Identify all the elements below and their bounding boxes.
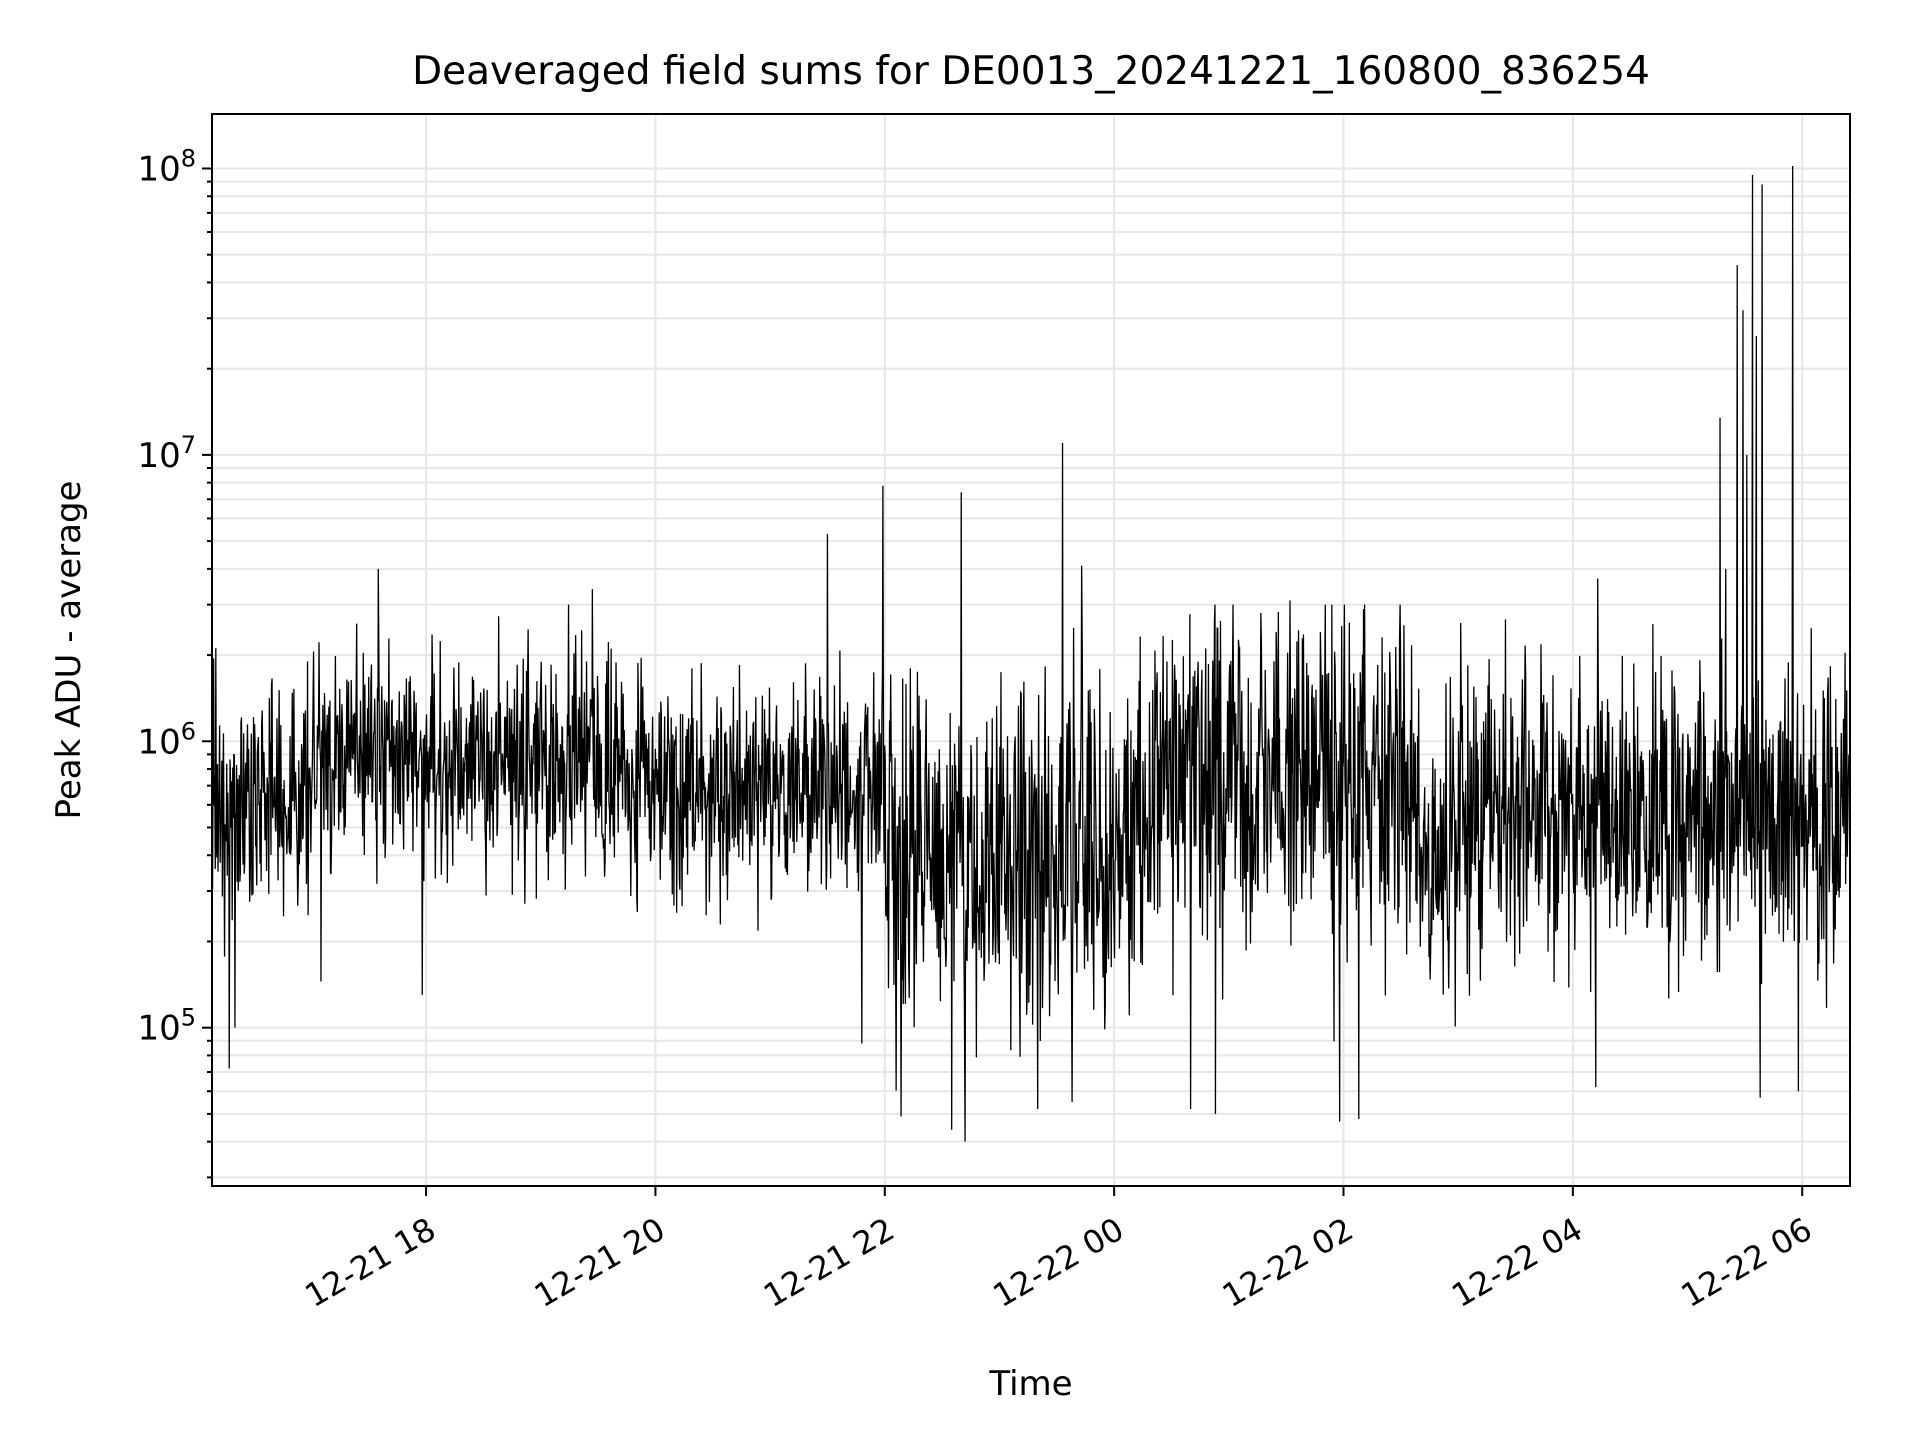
y-tick-label: 105 — [137, 1004, 196, 1049]
data-series — [211, 166, 1851, 1142]
time-series-line — [211, 166, 1851, 1142]
x-axis-label: Time — [988, 1364, 1072, 1404]
y-tick-label: 108 — [137, 145, 196, 190]
y-tick-label: 107 — [137, 431, 196, 476]
chart-title: Deaveraged field sums for DE0013_2024122… — [412, 49, 1650, 94]
y-tick-label: 106 — [137, 717, 196, 762]
y-axis-label: Peak ADU - average — [49, 481, 89, 820]
plot-area-frame — [211, 113, 1851, 1187]
